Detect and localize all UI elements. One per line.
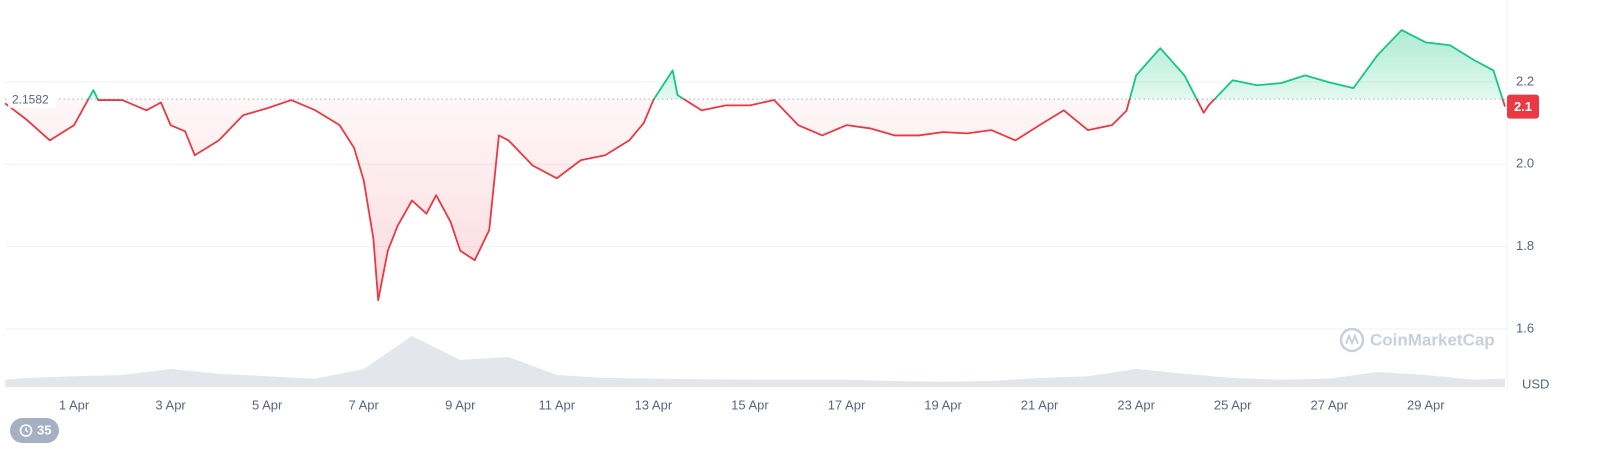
x-tick-label: 21 Apr (1021, 397, 1059, 412)
x-tick-label: 11 Apr (539, 397, 576, 412)
x-tick-label: 19 Apr (924, 397, 962, 412)
watermark: CoinMarketCap (1339, 327, 1495, 353)
baseline-label: 2.1582 (12, 92, 49, 106)
price-area (5, 30, 1505, 301)
baseline-label-bg (8, 90, 56, 109)
badge-text: 35 (37, 422, 51, 437)
x-tick-label: 15 Apr (731, 397, 769, 412)
x-tick-label: 9 Apr (445, 397, 476, 412)
y-unit: USD (1522, 376, 1549, 391)
x-tick-label: 1 Apr (59, 397, 90, 412)
last-price-label: 2.1 (1514, 99, 1532, 114)
y-tick-label: 1.8 (1516, 238, 1534, 253)
volume-area (5, 336, 1505, 387)
x-tick-label: 17 Apr (828, 397, 866, 412)
x-tick-label: 29 Apr (1407, 397, 1445, 412)
x-tick-label: 5 Apr (252, 397, 283, 412)
y-tick-label: 1.6 (1516, 320, 1534, 335)
badge: 35 (10, 418, 59, 443)
last-price-tag (1507, 94, 1539, 119)
price-line (4, 29, 1506, 302)
x-tick-label: 27 Apr (1310, 397, 1348, 412)
x-tick-label: 13 Apr (635, 397, 673, 412)
y-tick-label: 2.2 (1516, 73, 1534, 88)
x-tick-label: 25 Apr (1214, 397, 1252, 412)
x-tick-label: 3 Apr (155, 397, 186, 412)
y-tick-label: 2.0 (1516, 156, 1534, 171)
x-tick-label: 23 Apr (1117, 397, 1155, 412)
watermark-text: CoinMarketCap (1370, 330, 1495, 349)
x-tick-label: 7 Apr (349, 397, 380, 412)
